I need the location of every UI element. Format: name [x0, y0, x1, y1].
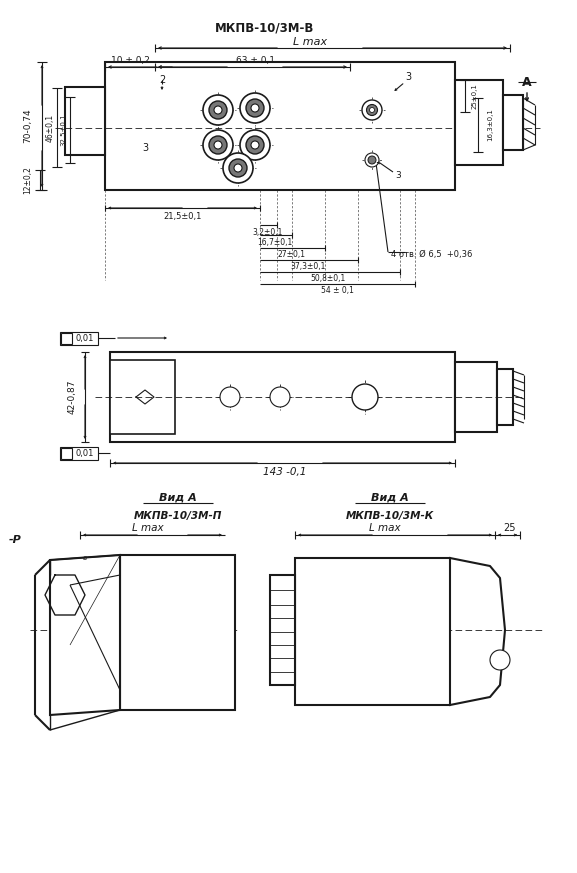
Text: 25: 25: [504, 523, 516, 533]
Bar: [455, 362, 497, 432]
Bar: [295, 558, 450, 705]
Bar: [105, 62, 455, 190]
Text: 143 -0,1: 143 -0,1: [263, 467, 307, 477]
Text: 2: 2: [159, 75, 165, 85]
Text: МКПВ-10/3М-П: МКПВ-10/3М-П: [134, 511, 222, 521]
Text: L max: L max: [369, 523, 401, 533]
Text: 42-0,87: 42-0,87: [68, 380, 77, 415]
Text: 63 ± 0,1: 63 ± 0,1: [235, 56, 275, 65]
Bar: [110, 360, 175, 434]
Bar: [60, 447, 98, 460]
Text: 16,7±0,1: 16,7±0,1: [257, 238, 293, 248]
Text: 4 отв. Ø 6,5  +0,36: 4 отв. Ø 6,5 +0,36: [391, 251, 473, 259]
Bar: [120, 555, 235, 710]
Bar: [110, 352, 455, 442]
Circle shape: [203, 130, 233, 160]
Polygon shape: [50, 555, 120, 715]
Text: А: А: [522, 75, 532, 88]
Text: 3: 3: [395, 170, 401, 180]
Bar: [503, 95, 523, 150]
Text: 0,01: 0,01: [76, 334, 94, 343]
Circle shape: [352, 384, 378, 410]
Circle shape: [240, 130, 270, 160]
Circle shape: [366, 105, 377, 115]
Circle shape: [270, 387, 290, 407]
Text: МКПВ-10/3М-К: МКПВ-10/3М-К: [346, 511, 434, 521]
Text: 3: 3: [142, 143, 148, 153]
Polygon shape: [450, 558, 505, 705]
Text: 16,3±0,1: 16,3±0,1: [487, 108, 493, 141]
Circle shape: [203, 95, 233, 125]
Text: 21,5±0,1: 21,5±0,1: [164, 211, 202, 221]
Text: ⌀: ⌀: [83, 555, 87, 561]
Circle shape: [368, 156, 376, 164]
Circle shape: [234, 164, 242, 172]
Bar: [455, 80, 503, 165]
Bar: [497, 369, 513, 425]
Circle shape: [365, 153, 379, 167]
Text: 3: 3: [405, 72, 411, 82]
Text: МКПВ-10/3М-В: МКПВ-10/3М-В: [215, 22, 314, 35]
Bar: [65, 87, 105, 155]
Circle shape: [214, 106, 222, 114]
Text: 50,8±0,1: 50,8±0,1: [310, 274, 346, 284]
Text: Вид А: Вид А: [371, 492, 409, 502]
Circle shape: [209, 136, 227, 154]
Text: L max: L max: [293, 37, 327, 47]
Circle shape: [223, 153, 253, 183]
Circle shape: [240, 93, 270, 123]
Text: -Р: -Р: [9, 535, 21, 545]
Circle shape: [362, 100, 382, 120]
Circle shape: [220, 387, 240, 407]
Text: 70-0,74: 70-0,74: [24, 108, 32, 143]
Text: 0,01: 0,01: [76, 449, 94, 458]
Text: 46±0,1: 46±0,1: [46, 114, 54, 142]
Text: 37,3±0,1: 37,3±0,1: [290, 263, 325, 272]
Text: 25±0,1: 25±0,1: [472, 83, 478, 109]
Circle shape: [209, 101, 227, 119]
Bar: [60, 332, 98, 345]
Circle shape: [251, 141, 259, 149]
Bar: [270, 575, 295, 685]
Circle shape: [246, 99, 264, 117]
Text: L max: L max: [132, 523, 164, 533]
Text: Вид А: Вид А: [159, 492, 197, 502]
Circle shape: [214, 141, 222, 149]
Circle shape: [229, 159, 247, 177]
Bar: [61, 448, 72, 459]
Circle shape: [369, 107, 374, 113]
Circle shape: [246, 136, 264, 154]
Text: 12±0,2: 12±0,2: [24, 166, 32, 194]
Text: 27±0,1: 27±0,1: [278, 251, 306, 259]
Text: 10 ± 0,2: 10 ± 0,2: [111, 56, 149, 65]
Text: 54 ± 0,1: 54 ± 0,1: [321, 286, 354, 295]
Circle shape: [251, 104, 259, 112]
Text: 32,5±0,1: 32,5±0,1: [60, 113, 66, 147]
Text: 3,2±0,1: 3,2±0,1: [253, 228, 283, 237]
Bar: [61, 333, 72, 344]
Circle shape: [490, 650, 510, 670]
